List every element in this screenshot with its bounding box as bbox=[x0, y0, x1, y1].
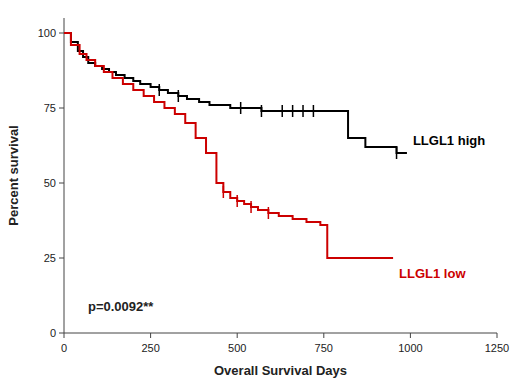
censor-mark bbox=[250, 201, 252, 213]
y-tick bbox=[59, 258, 64, 259]
y-tick-label: 50 bbox=[44, 177, 56, 189]
y-tick-label: 75 bbox=[44, 102, 56, 114]
censor-mark bbox=[268, 207, 270, 219]
plot-area bbox=[64, 33, 407, 258]
y-tick bbox=[59, 333, 64, 334]
x-tick-label: 250 bbox=[141, 342, 159, 354]
censor-mark bbox=[261, 105, 263, 117]
censor-mark bbox=[292, 105, 294, 117]
censor-mark bbox=[223, 186, 225, 198]
censor-mark bbox=[302, 105, 304, 117]
censor-mark bbox=[240, 102, 242, 114]
x-tick bbox=[497, 333, 498, 338]
survival-curve bbox=[64, 33, 393, 258]
x-axis-line bbox=[64, 333, 497, 334]
chart: 0 250 500 750 1000 1250 0 25 50 75 100 Overall Surv… bbox=[0, 0, 519, 387]
censor-mark bbox=[236, 195, 238, 207]
y-axis-line bbox=[64, 18, 65, 333]
x-tick bbox=[64, 333, 65, 338]
x-tick bbox=[150, 333, 151, 338]
x-tick-label: 500 bbox=[228, 342, 246, 354]
p-value: p=0.0092** bbox=[88, 299, 154, 314]
y-tick-label: 25 bbox=[44, 252, 56, 264]
series-label: LLGL1 low bbox=[399, 266, 466, 281]
series-label: LLGL1 high bbox=[413, 133, 485, 148]
x-axis-label: Overall Survival Days bbox=[214, 363, 347, 378]
y-tick-label: 0 bbox=[50, 327, 56, 339]
x-tick-label: 1250 bbox=[485, 342, 509, 354]
x-tick bbox=[323, 333, 324, 338]
censor-mark bbox=[313, 105, 315, 117]
censor-mark bbox=[178, 90, 180, 102]
censor-mark bbox=[281, 105, 283, 117]
y-tick bbox=[59, 33, 64, 34]
survival-curve bbox=[64, 33, 407, 153]
x-tick bbox=[410, 333, 411, 338]
x-tick bbox=[237, 333, 238, 338]
y-tick-label: 100 bbox=[38, 27, 56, 39]
x-tick-label: 750 bbox=[315, 342, 333, 354]
y-tick bbox=[59, 183, 64, 184]
y-tick bbox=[59, 108, 64, 109]
censor-mark bbox=[396, 147, 398, 159]
y-axis-label: Percent survival bbox=[6, 125, 21, 225]
x-tick-label: 0 bbox=[61, 342, 67, 354]
censor-mark bbox=[159, 84, 161, 96]
x-tick-label: 1000 bbox=[398, 342, 422, 354]
